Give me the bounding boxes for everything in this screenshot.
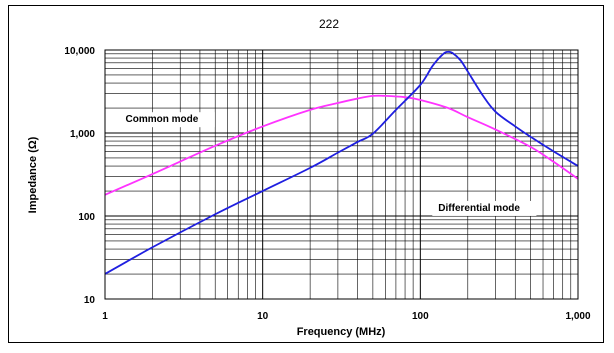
y-tick-label: 100 [78, 212, 95, 223]
x-tick-label: 1,000 [565, 311, 590, 322]
common-mode-label-background [119, 112, 215, 128]
differential-mode-label: Differential mode [438, 203, 520, 214]
common-mode-label: Common mode [126, 114, 199, 125]
x-tick-label: 10 [257, 311, 269, 322]
y-axis-tick-labels: 10 100 1,000 10,000 [64, 46, 95, 306]
y-tick-label: 1,000 [70, 129, 95, 140]
differential-mode-series-line [104, 50, 579, 275]
chart-frame [8, 5, 604, 343]
plot-area-border [104, 49, 579, 300]
common-mode-series-line [104, 94, 579, 196]
x-tick-label: 100 [412, 311, 429, 322]
x-tick-label: 1 [102, 311, 108, 322]
y-tick-label: 10,000 [64, 46, 95, 57]
y-axis-title: Impedance (Ω) [27, 136, 39, 213]
x-axis-tick-labels: 1 10 100 1,000 [102, 311, 591, 322]
chart-title: 222 [319, 17, 339, 31]
annotations: Common mode Differential mode [119, 112, 537, 216]
series-layer [104, 50, 579, 275]
x-axis-title: Frequency (MHz) [297, 326, 386, 338]
differential-mode-label-background [432, 200, 537, 216]
y-tick-label: 10 [84, 295, 96, 306]
grid [105, 50, 578, 299]
